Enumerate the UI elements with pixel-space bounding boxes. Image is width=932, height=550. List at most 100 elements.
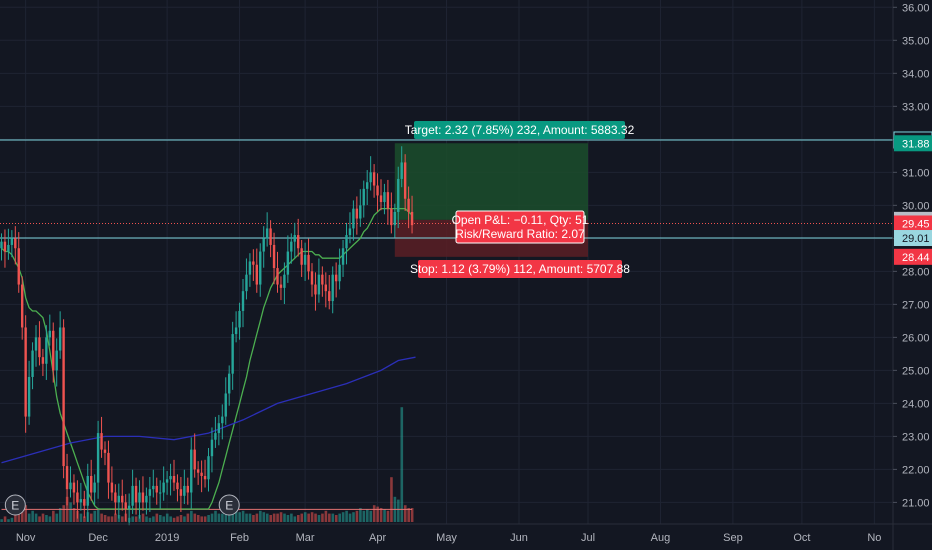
volume-bar bbox=[176, 516, 179, 522]
volume-bar bbox=[403, 505, 407, 522]
price-tick-label: 23.00 bbox=[902, 431, 930, 443]
volume-bar bbox=[331, 513, 335, 522]
candle-body bbox=[341, 248, 345, 265]
candle-body bbox=[255, 264, 258, 285]
candle-body bbox=[114, 492, 117, 503]
stop-label-box[interactable] bbox=[418, 260, 622, 278]
candle-body bbox=[376, 185, 379, 196]
candle-body bbox=[27, 376, 31, 417]
candle-body bbox=[355, 208, 359, 219]
volume-bar bbox=[252, 515, 255, 522]
volume-bar bbox=[386, 510, 390, 522]
candle-body bbox=[321, 274, 324, 285]
time-tick-label: Nov bbox=[16, 532, 36, 544]
volume-bar bbox=[338, 513, 341, 522]
volume-bar bbox=[259, 510, 262, 522]
time-tick-label: Feb bbox=[230, 532, 249, 544]
volume-bar bbox=[203, 516, 207, 522]
volume-bar bbox=[376, 506, 379, 522]
volume-bar bbox=[165, 513, 169, 522]
volume-bar bbox=[45, 515, 48, 522]
pnl-label: Open P&L: −0.11, Qty: 51 bbox=[452, 213, 589, 227]
candle-body bbox=[72, 482, 76, 493]
candle-body bbox=[348, 228, 352, 236]
candle-body bbox=[62, 327, 65, 467]
volume-bar bbox=[14, 513, 17, 522]
volume-bar bbox=[10, 517, 14, 522]
volume-bar bbox=[34, 513, 38, 522]
volume-bar bbox=[221, 513, 224, 522]
horizontal-lines[interactable] bbox=[0, 139, 893, 239]
candle-body bbox=[103, 449, 107, 453]
candle-body bbox=[196, 469, 200, 473]
volume-bar bbox=[38, 516, 41, 522]
time-axis[interactable]: Nov Dec 2019 Feb Mar Apr May Jun Jul Aug Sep Oct No bbox=[0, 523, 932, 544]
volume-bar bbox=[52, 510, 55, 522]
volume-bar bbox=[290, 513, 293, 522]
volume-bar bbox=[303, 512, 307, 522]
candle-body bbox=[307, 254, 310, 272]
price-tick-label: 28.00 bbox=[902, 266, 930, 278]
volume-bar bbox=[141, 513, 145, 522]
candle-body bbox=[93, 482, 96, 493]
candle-body bbox=[217, 423, 221, 434]
volume-bar bbox=[269, 515, 272, 522]
candle-body bbox=[221, 416, 224, 424]
candle-body bbox=[231, 334, 234, 374]
candle-body bbox=[52, 330, 55, 371]
volume-bar bbox=[248, 513, 252, 522]
time-tick-label: Sep bbox=[723, 532, 743, 544]
earnings-marker bbox=[4, 494, 26, 516]
candle-body bbox=[10, 238, 14, 245]
candle-body bbox=[176, 482, 179, 490]
candle-body bbox=[38, 337, 41, 358]
candle-body bbox=[155, 485, 158, 493]
volume-bar bbox=[48, 516, 52, 522]
volume-bar bbox=[390, 477, 393, 522]
candle-body bbox=[369, 172, 372, 183]
pnl-label-box[interactable] bbox=[455, 210, 585, 244]
volume-bar bbox=[314, 513, 317, 522]
volume-bar bbox=[190, 510, 193, 522]
time-tick-label: May bbox=[436, 532, 457, 544]
candle-body bbox=[372, 172, 376, 186]
volume-bar bbox=[179, 515, 183, 522]
candle-body bbox=[79, 499, 83, 503]
volume-bar bbox=[286, 515, 290, 522]
target-label-box[interactable] bbox=[414, 121, 625, 139]
candle-body bbox=[310, 271, 314, 285]
volume-bar bbox=[297, 515, 300, 522]
volume-bar bbox=[379, 508, 383, 522]
candle-body bbox=[48, 330, 51, 338]
volume-bar bbox=[272, 513, 276, 522]
candle-body bbox=[331, 274, 334, 302]
volume-bar bbox=[214, 510, 217, 522]
position-labels[interactable]: Target: 2.32 (7.85%) 232, Amount: 5883.3… bbox=[405, 121, 635, 278]
candle-body bbox=[76, 492, 79, 503]
time-tick-label: Oct bbox=[793, 532, 810, 544]
candle-body bbox=[96, 433, 100, 483]
rr-label: Risk/Reward Ratio: 2.07 bbox=[455, 227, 585, 241]
candle-body bbox=[58, 327, 62, 351]
candle-body bbox=[210, 439, 214, 457]
candle-body bbox=[383, 192, 386, 203]
volume-bar bbox=[234, 510, 238, 522]
volume-bar bbox=[238, 512, 241, 522]
candle-body bbox=[131, 485, 134, 506]
candle-body bbox=[324, 284, 327, 292]
volume-bar bbox=[293, 516, 297, 522]
price-tick-label: 22.00 bbox=[902, 464, 930, 476]
volume-bar bbox=[100, 513, 103, 522]
volume-bar bbox=[310, 512, 314, 522]
volume-bar bbox=[255, 513, 259, 522]
volume-bar bbox=[148, 517, 152, 522]
volume-bar bbox=[245, 513, 248, 522]
candle-body bbox=[21, 284, 24, 328]
candle-body bbox=[279, 284, 283, 288]
candle-body bbox=[265, 228, 269, 239]
time-tick-label: Aug bbox=[651, 532, 671, 544]
volume-bar bbox=[55, 513, 59, 522]
candles bbox=[0, 146, 414, 526]
